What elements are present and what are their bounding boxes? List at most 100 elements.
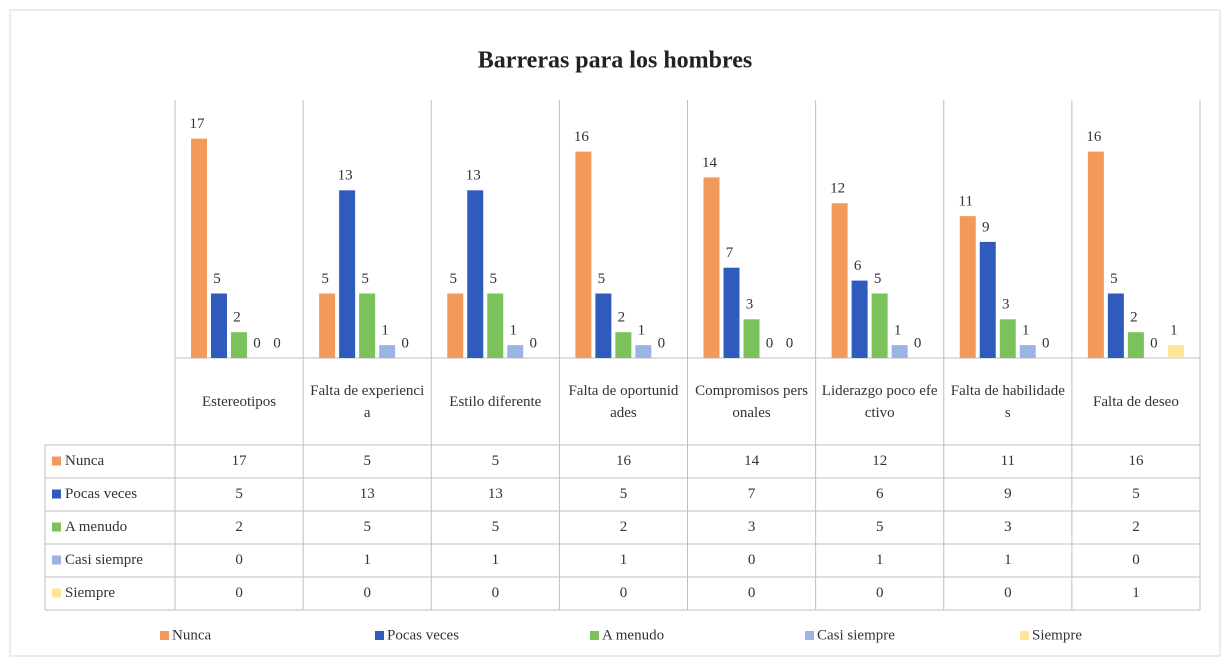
bar: [1167, 345, 1184, 358]
bar: [595, 293, 612, 358]
bar: [447, 293, 464, 358]
data-label: 0: [401, 335, 409, 351]
table-cell: 3: [1004, 519, 1012, 535]
bar: [703, 177, 720, 358]
data-label: 11: [959, 194, 973, 210]
chart-title: Barreras para los hombres: [478, 48, 752, 74]
table-cell: 1: [620, 552, 628, 568]
table-cell: 0: [363, 585, 371, 601]
data-label: 16: [574, 129, 590, 145]
table-cell: 3: [748, 519, 756, 535]
table-row-label: Nunca: [65, 453, 104, 469]
table-cell: 1: [876, 552, 884, 568]
data-label: 17: [190, 116, 206, 132]
data-label: 0: [253, 335, 261, 351]
data-label: 1: [381, 323, 389, 339]
data-label: 3: [1002, 297, 1010, 313]
table-cell: 9: [1004, 486, 1012, 502]
table-cell: 0: [1004, 585, 1012, 601]
data-label: 5: [490, 271, 498, 287]
data-label: 13: [338, 168, 353, 184]
category-label: Liderazgo poco efectivo: [821, 382, 938, 421]
data-label: 0: [1150, 335, 1158, 351]
bar: [831, 203, 848, 358]
category-label: Estilo diferente: [449, 393, 542, 410]
table-row-label: Casi siempre: [65, 552, 143, 568]
table-cell: 5: [363, 519, 371, 535]
legend-label: Siempre: [1032, 627, 1082, 643]
category-label: Estereotipos: [201, 393, 277, 410]
bar: [871, 293, 888, 358]
table-swatch: [52, 588, 61, 598]
data-label: 5: [450, 271, 458, 287]
table-cell: 13: [488, 486, 503, 502]
table-row-label: Pocas veces: [65, 486, 137, 502]
bar: [891, 345, 908, 358]
table-cell: 5: [492, 453, 500, 469]
data-label: 1: [1170, 323, 1178, 339]
table-cell: 16: [1128, 453, 1144, 469]
bar: [851, 280, 868, 358]
data-label: 2: [618, 310, 626, 326]
bar: [191, 138, 207, 358]
data-label: 7: [726, 245, 734, 261]
data-label: 5: [1110, 271, 1118, 287]
bar: [743, 319, 760, 358]
table-cell: 0: [235, 585, 243, 601]
table-cell: 13: [360, 486, 375, 502]
table-cell: 5: [363, 453, 371, 469]
table-cell: 1: [492, 552, 500, 568]
table-cell: 16: [616, 453, 632, 469]
table-swatch: [52, 522, 61, 532]
bar: [359, 293, 376, 358]
table-cell: 12: [872, 453, 887, 469]
table-cell: 0: [876, 585, 884, 601]
data-label: 5: [321, 271, 329, 287]
table-cell: 0: [235, 552, 243, 568]
data-label: 1: [894, 323, 902, 339]
bar: [1107, 293, 1124, 358]
bar: [339, 190, 356, 358]
data-label: 12: [830, 181, 845, 197]
data-label: 5: [598, 271, 606, 287]
data-label: 13: [466, 168, 481, 184]
data-label: 0: [914, 335, 922, 351]
category-label: Falta de deseo: [1093, 393, 1179, 410]
bar: [615, 332, 632, 358]
data-label: 14: [702, 155, 718, 171]
table-cell: 14: [744, 453, 760, 469]
bar: [379, 345, 396, 358]
table-cell: 17: [232, 453, 248, 469]
bar: [487, 293, 504, 358]
category-label: Falta de experiencia: [310, 382, 425, 421]
data-label: 5: [874, 271, 882, 287]
category-label: Falta de habilidades: [950, 382, 1065, 421]
data-label: 5: [213, 271, 221, 287]
data-label: 0: [658, 335, 666, 351]
category-label: Compromisos personales: [695, 382, 809, 421]
table-cell: 0: [748, 552, 756, 568]
legend-label: Pocas veces: [387, 627, 459, 643]
data-label: 9: [982, 219, 990, 235]
table-cell: 6: [876, 486, 884, 502]
bar: [211, 293, 227, 358]
category-label: Falta de oportunidades: [568, 382, 679, 421]
bar: [319, 293, 336, 358]
bar: [959, 216, 976, 358]
data-label: 3: [746, 297, 754, 313]
bar: [979, 241, 996, 358]
table-swatch: [52, 489, 61, 499]
table-cell: 2: [620, 519, 628, 535]
bar: [999, 319, 1016, 358]
legend-swatch: [160, 631, 169, 640]
bar: [723, 267, 740, 358]
data-label: 5: [361, 271, 369, 287]
bar: [635, 345, 652, 358]
table-cell: 0: [748, 585, 756, 601]
table-swatch: [52, 555, 61, 565]
data-label: 6: [854, 258, 862, 274]
bar: [1127, 332, 1144, 358]
data-label: 0: [1042, 335, 1050, 351]
